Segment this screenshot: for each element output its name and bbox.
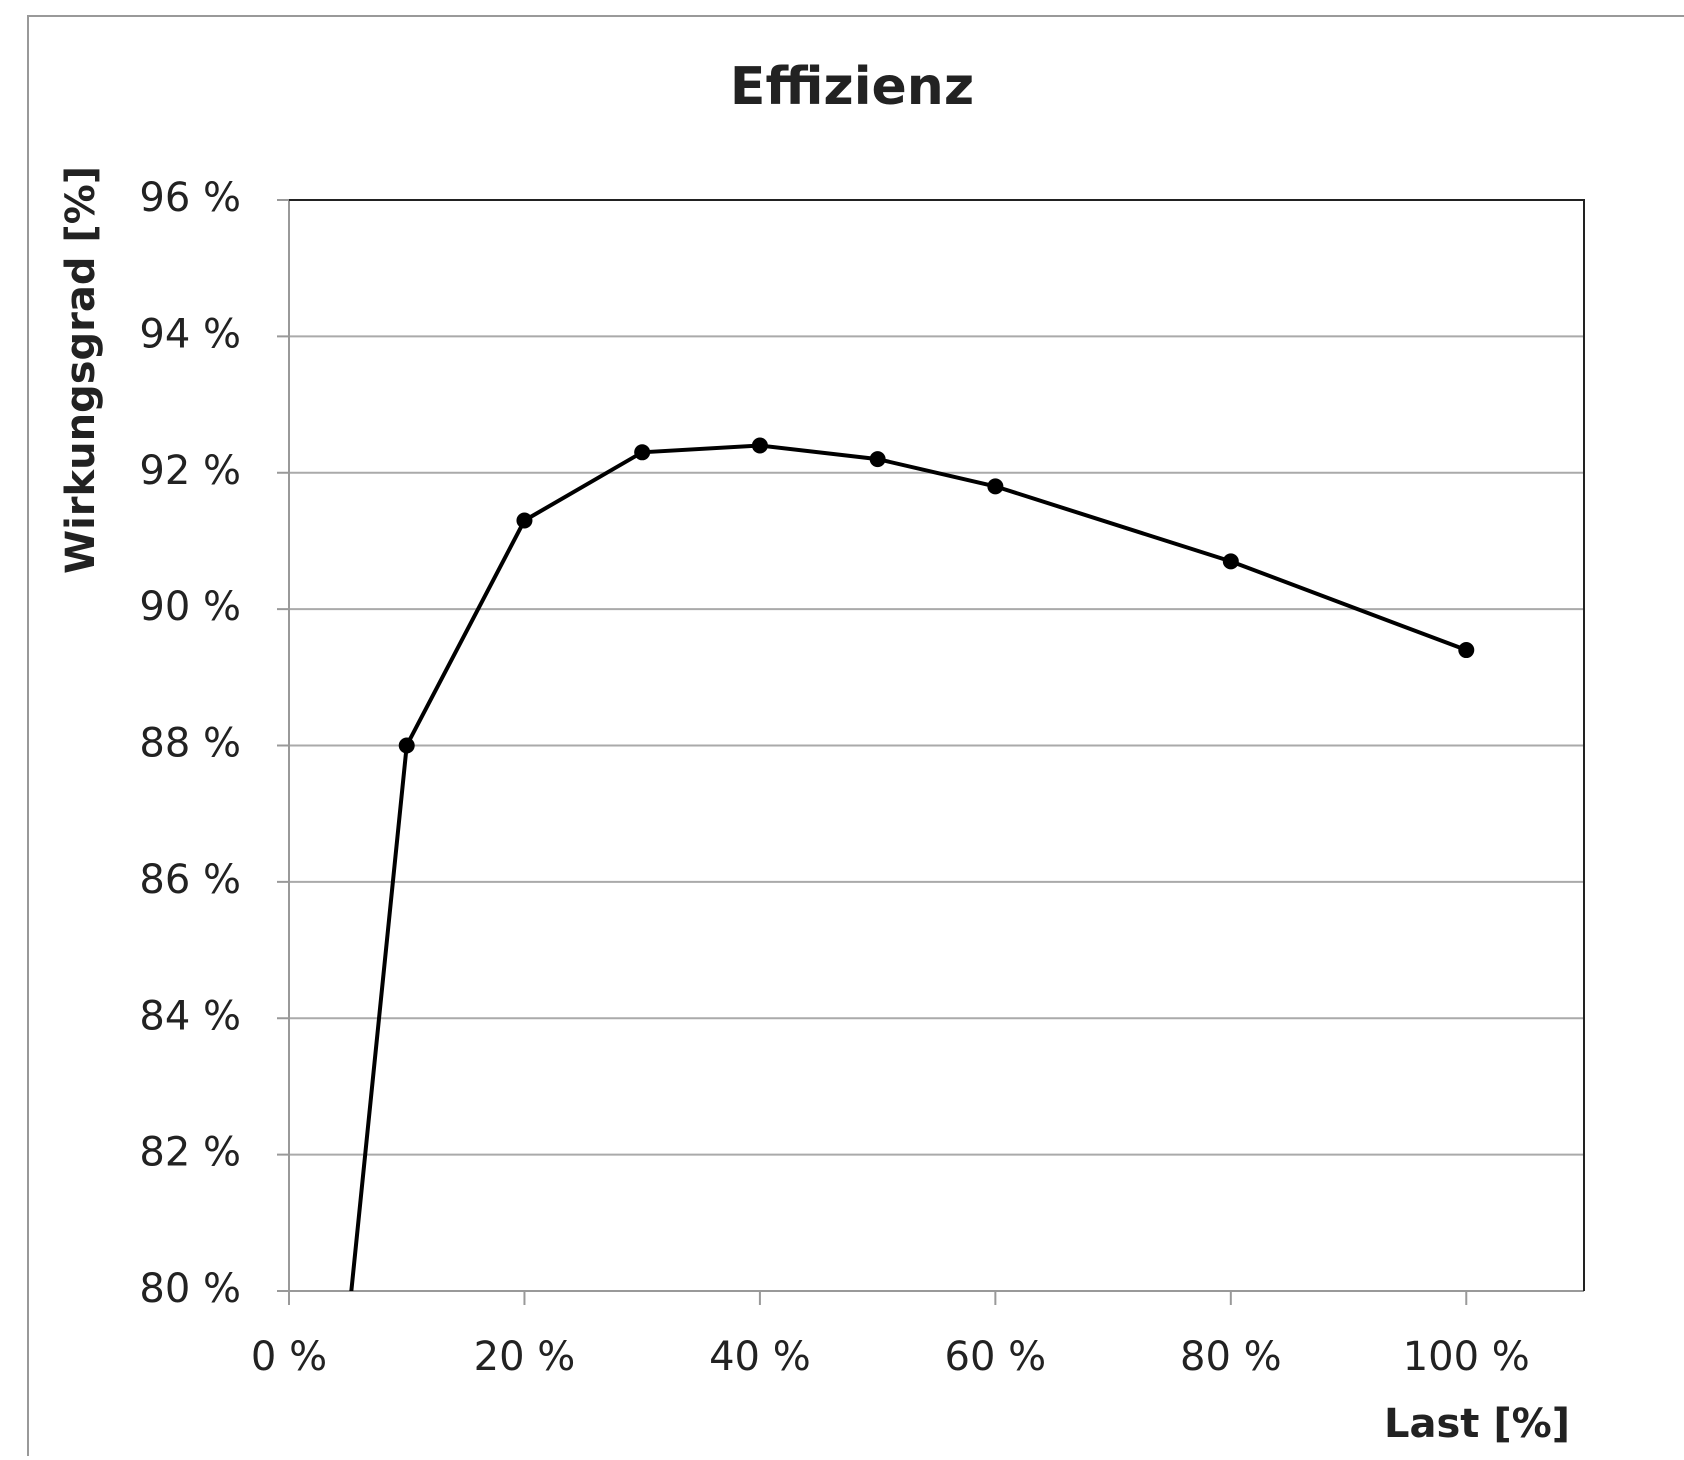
- chart-title: Effizienz: [730, 57, 974, 117]
- x-tick-label: 0 %: [251, 1334, 327, 1380]
- x-tick-label: 40 %: [709, 1334, 811, 1380]
- plot-border: [289, 199, 1585, 1291]
- data-point: [340, 1317, 356, 1333]
- y-tick-label: 80 %: [139, 1266, 241, 1312]
- y-tick-label: 90 %: [139, 584, 241, 630]
- data-point: [1458, 642, 1475, 659]
- data-point: [869, 451, 886, 468]
- data-point: [516, 512, 533, 529]
- y-tick-label: 86 %: [139, 857, 241, 903]
- y-tick-label: 94 %: [139, 311, 241, 357]
- y-tick-label: 92 %: [139, 448, 241, 494]
- data-point: [751, 437, 768, 454]
- data-point: [398, 737, 415, 754]
- x-axis-label: Last [%]: [1384, 1401, 1570, 1447]
- x-tick-label: 20 %: [474, 1334, 576, 1380]
- data-point: [987, 478, 1004, 495]
- x-tick-label: 60 %: [945, 1334, 1047, 1380]
- data-point: [1222, 553, 1239, 570]
- y-tick-label: 84 %: [139, 993, 241, 1039]
- y-tick-label: 88 %: [139, 721, 241, 767]
- y-axis-label: Wirkungsgrad [%]: [58, 166, 104, 574]
- chart-frame: [27, 15, 1684, 1460]
- data-point: [634, 444, 651, 461]
- data-line: [349, 443, 1467, 1291]
- x-tick-label: 80 %: [1180, 1334, 1282, 1380]
- y-tick-label: 82 %: [139, 1130, 241, 1176]
- x-tick-label: 100 %: [1403, 1334, 1530, 1380]
- y-tick-label: 96 %: [139, 175, 241, 221]
